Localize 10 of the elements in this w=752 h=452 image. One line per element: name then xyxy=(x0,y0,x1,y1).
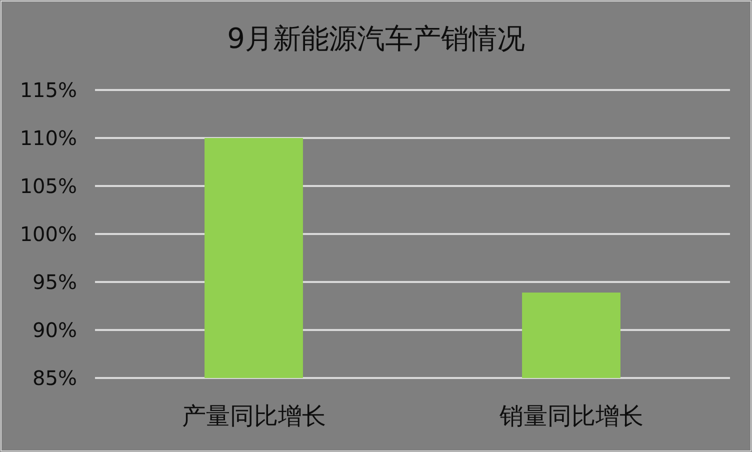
ytick: 95% xyxy=(32,270,77,294)
xtick: 销量同比增长 xyxy=(499,402,644,430)
ytick: 105% xyxy=(20,174,77,198)
ytick: 100% xyxy=(20,222,77,246)
ytick: 85% xyxy=(32,366,77,390)
title: 9月新能源汽车产销情况 xyxy=(227,22,525,55)
ytick: 90% xyxy=(32,318,77,342)
xtick: 产量同比增长 xyxy=(182,402,326,430)
ytick: 115% xyxy=(20,78,77,102)
ytick: 110% xyxy=(20,126,77,150)
